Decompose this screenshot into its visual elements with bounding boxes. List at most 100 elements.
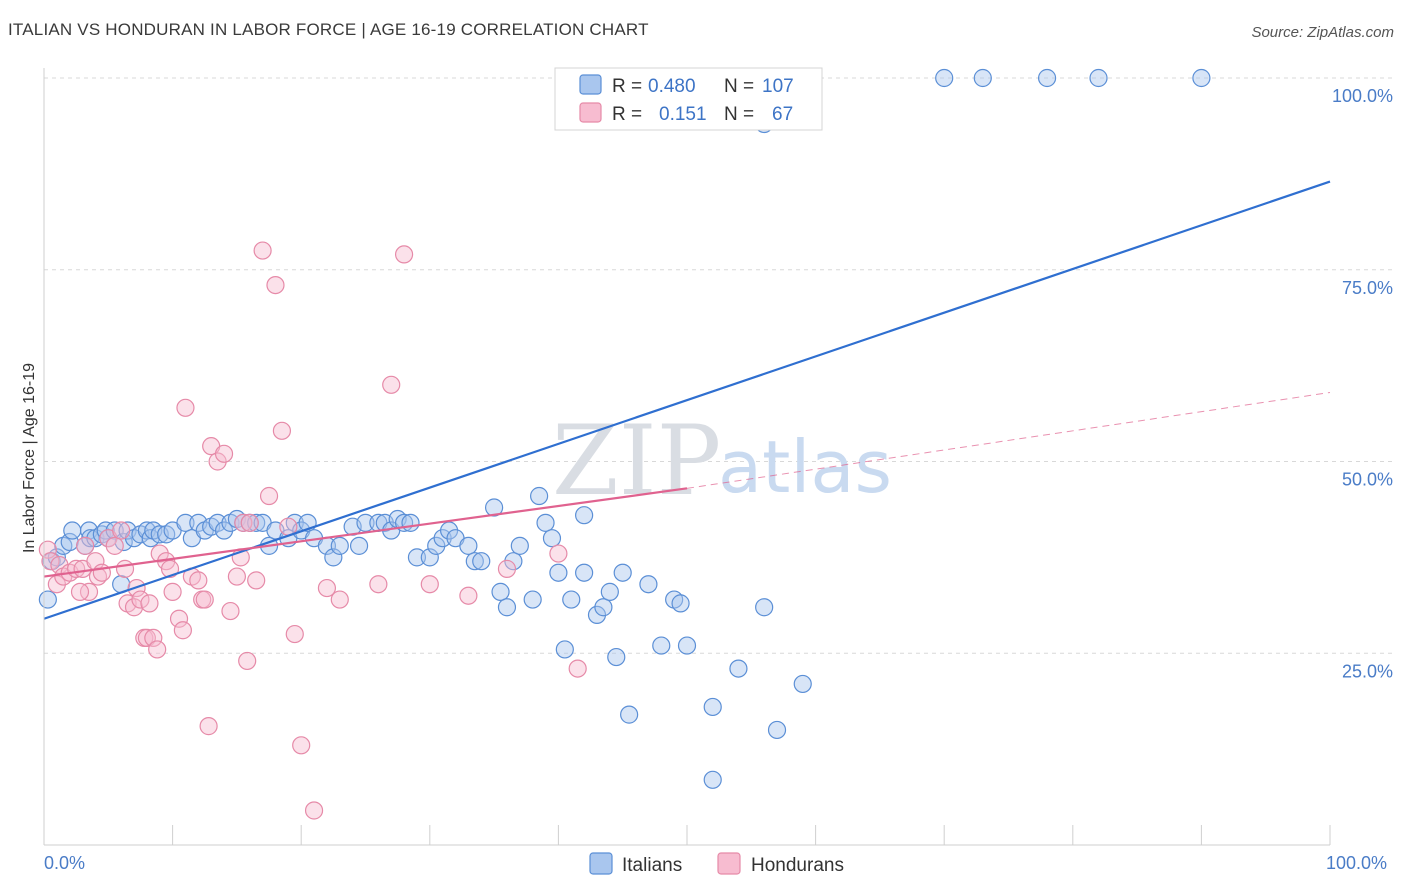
italians-point-103 [1037,68,1057,88]
italians-point-75 [549,563,568,582]
hondurans-point-50 [266,275,285,295]
hondurans-point-22 [137,628,156,648]
x-tick-label-max: 100.0% [1326,853,1387,873]
hondurans-point-8 [76,536,95,555]
legend-r-label-hondurans: R = [612,104,642,125]
italians-point-64 [465,552,484,571]
legend-swatch-hondurans [579,102,602,123]
hondurans-point-1 [41,552,60,571]
italians-point-94 [755,598,774,617]
italians-point-92 [703,770,722,789]
hondurans-point-54 [292,736,311,755]
italians-point-85 [620,705,639,724]
hondurans-point-40 [214,444,234,463]
series-legend-label-hondurans: Hondurans [751,855,844,876]
hondurans-point-44 [234,513,253,532]
hondurans-point-62 [549,544,568,563]
hondurans-point-15 [112,521,131,540]
hondurans-point-57 [330,590,349,609]
watermark: ZIP atlas [552,405,892,517]
hondurans-point-32 [176,398,195,417]
stats-legend: R = 0.480 N = 107 R = 0.151 N = 67 [554,67,823,131]
italians-point-91 [703,697,722,717]
hondurans-point-55 [304,801,324,820]
hondurans-point-25 [148,640,167,659]
hondurans-point-58 [369,575,388,594]
legend-n-label-hondurans: N = [724,104,754,125]
y-axis-label: In Labor Force | Age 16-19 [21,363,38,553]
series-legend: Italians Hondurans [589,852,844,876]
hondurans-point-20 [131,590,150,609]
italians-point-79 [575,563,594,582]
hondurans-point-24 [144,628,163,648]
legend-n-label-italians: N = [724,76,754,97]
italians-point-102 [973,68,992,88]
italians-point-68 [497,598,517,617]
italians-point-47 [330,536,349,555]
italians-point-63 [459,536,478,555]
italians-point-81 [594,598,613,617]
italians-point-5 [63,521,82,540]
italians-point-77 [562,590,581,609]
italians-point-90 [677,636,697,655]
italians-point-25 [176,513,195,532]
hondurans-point-60 [394,245,414,264]
italians-point-87 [652,636,671,655]
italians-point-56 [401,513,420,532]
hondurans-point-64 [420,575,439,594]
italians-point-78 [575,506,594,525]
chart-title: ITALIAN VS HONDURAN IN LABOR FORCE | AGE… [8,20,649,39]
italians-point-36 [247,513,266,532]
legend-n-value-italians: 107 [762,76,794,97]
axes [43,68,1331,846]
hondurans-point-31 [173,621,192,640]
italians-point-89 [671,594,690,613]
italians-point-104 [1089,68,1108,88]
italians-point-58 [420,548,439,567]
hondurans-point-51 [272,421,292,440]
hondurans-point-29 [163,582,182,601]
hondurans-point-28 [160,559,180,578]
hondurans-point-61 [568,659,587,678]
series-legend-label-italians: Italians [622,855,682,876]
hondurans-point-56 [317,578,337,598]
y-tick-label-0: 100.0% [1332,86,1393,106]
italians-trend-line [43,180,1331,620]
hondurans-point-42 [227,567,246,586]
italians-point-95 [767,720,787,740]
italians-point-83 [607,647,626,667]
hondurans-point-30 [169,609,189,628]
hondurans-point-23 [140,594,159,613]
series-legend-swatch-hondurans [717,852,741,875]
x-tick-label-min: 0.0% [44,853,85,873]
italians-point-84 [613,563,632,582]
hondurans-trend-line [43,487,688,578]
hondurans-point-16 [115,559,135,578]
legend-r-value-italians: 0.480 [648,76,696,97]
italians-point-71 [523,590,542,609]
hondurans-point-49 [259,486,279,506]
italians-point-65 [472,552,491,571]
italians-point-82 [600,582,619,601]
italians-point-0 [38,590,57,609]
hondurans-point-14 [105,536,124,555]
hondurans-point-65 [459,586,478,605]
legend-r-value-hondurans: 0.151 [659,104,707,125]
hondurans-point-63 [497,559,517,578]
watermark-atlas: atlas [718,425,892,509]
source-credit: Source: ZipAtlas.com [1251,24,1394,41]
italians-point-93 [729,659,748,678]
trend-lines [43,180,1331,620]
italians-point-57 [407,548,427,567]
legend-n-value-hondurans: 67 [772,104,793,125]
hondurans-point-66 [70,582,90,601]
y-tick-label-1: 75.0% [1342,278,1393,298]
hondurans-point-59 [382,375,401,394]
italians-point-86 [639,575,658,594]
y-tick-label-3: 25.0% [1342,661,1393,681]
hondurans-point-53 [285,624,304,644]
hondurans-point-47 [247,571,266,590]
italians-point-67 [491,582,510,601]
hondurans-point-36 [195,590,214,609]
watermark-zip: ZIP [552,405,721,517]
